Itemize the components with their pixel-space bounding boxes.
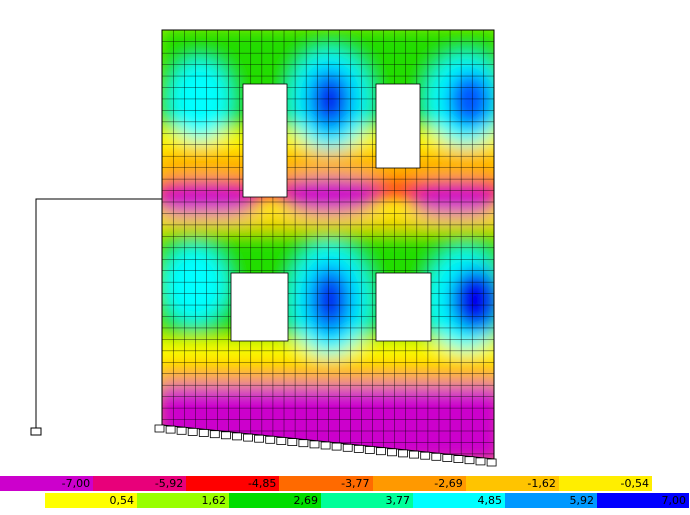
support-node bbox=[409, 450, 420, 459]
support-node bbox=[176, 426, 187, 435]
support-node bbox=[342, 443, 353, 452]
support-node bbox=[309, 440, 320, 449]
legend-label: 4,85 bbox=[477, 494, 503, 507]
support-node bbox=[420, 451, 431, 460]
legend-label: 7,00 bbox=[661, 494, 687, 507]
legend-swatch: 0,54 bbox=[45, 493, 137, 508]
opening-upper-right bbox=[375, 83, 421, 169]
legend-swatch: -2,69 bbox=[372, 476, 466, 491]
legend-swatch: 1,62 bbox=[137, 493, 229, 508]
legend-swatch: 7,00 bbox=[597, 493, 689, 508]
support-line bbox=[35, 198, 162, 428]
legend-swatch: -0,54 bbox=[558, 476, 652, 491]
support-node bbox=[442, 454, 453, 462]
legend-positive: 0,54 1,62 2,69 3,77 4,85 5,92 7,00 bbox=[45, 493, 689, 508]
support-node bbox=[353, 444, 364, 453]
support-node bbox=[198, 429, 209, 437]
foundation-supports bbox=[154, 424, 497, 467]
legend-label: -5,92 bbox=[154, 477, 184, 490]
support-node bbox=[232, 432, 242, 441]
support-node bbox=[30, 427, 42, 436]
legend-negative: -7,00 -5,92 -4,85 -3,77 -2,69 -1,62 -0,54 bbox=[0, 476, 652, 491]
legend-label: 5,92 bbox=[569, 494, 595, 507]
support-node bbox=[276, 437, 287, 445]
legend-label: -0,54 bbox=[620, 477, 649, 490]
support-node bbox=[331, 442, 342, 451]
support-node bbox=[453, 455, 464, 464]
legend-swatch: -7,00 bbox=[0, 476, 94, 491]
legend-swatch: -3,77 bbox=[279, 476, 373, 491]
support-node bbox=[298, 439, 309, 448]
opening-lower-right bbox=[375, 272, 432, 342]
support-node bbox=[243, 433, 254, 442]
support-node bbox=[475, 457, 486, 466]
support-node bbox=[220, 431, 231, 440]
opening-lower-left bbox=[230, 272, 289, 342]
opening-upper-left bbox=[242, 83, 288, 198]
support-node bbox=[464, 456, 475, 465]
wall-stress-field bbox=[162, 30, 494, 459]
legend-label: 1,62 bbox=[201, 494, 227, 507]
support-node bbox=[187, 427, 198, 436]
support-node bbox=[165, 425, 176, 434]
support-node bbox=[387, 448, 397, 457]
legend-label: 3,77 bbox=[385, 494, 411, 507]
legend-swatch: 5,92 bbox=[505, 493, 597, 508]
support-node bbox=[154, 424, 165, 433]
legend-swatch: 4,85 bbox=[413, 493, 505, 508]
legend-label: 2,69 bbox=[293, 494, 319, 507]
support-node bbox=[486, 458, 497, 467]
support-node bbox=[265, 435, 276, 444]
support-node bbox=[320, 441, 331, 450]
legend-swatch: -1,62 bbox=[465, 476, 559, 491]
support-node bbox=[209, 430, 220, 439]
legend-label: -3,77 bbox=[341, 477, 370, 490]
legend-label: -2,69 bbox=[434, 477, 463, 490]
legend-swatch: -4,85 bbox=[186, 476, 280, 491]
support-node bbox=[398, 449, 408, 458]
support-node bbox=[375, 447, 386, 456]
legend-swatch: 2,69 bbox=[229, 493, 321, 508]
support-node bbox=[431, 452, 442, 461]
legend-label: -4,85 bbox=[247, 477, 277, 490]
legend-label: -1,62 bbox=[527, 477, 556, 490]
legend-swatch: 3,77 bbox=[321, 493, 413, 508]
support-node bbox=[287, 438, 298, 447]
support-node bbox=[254, 434, 265, 443]
support-node bbox=[364, 446, 375, 454]
legend-swatch: -5,92 bbox=[93, 476, 187, 491]
legend-label: 0,54 bbox=[109, 494, 135, 507]
legend-label: -7,00 bbox=[61, 477, 91, 490]
